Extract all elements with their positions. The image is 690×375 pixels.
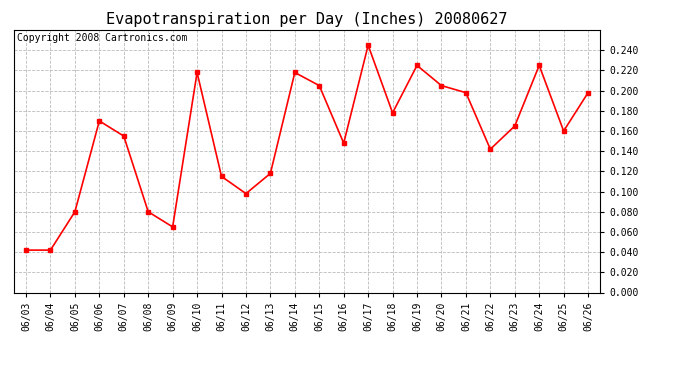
Title: Evapotranspiration per Day (Inches) 20080627: Evapotranspiration per Day (Inches) 2008… xyxy=(106,12,508,27)
Text: Copyright 2008 Cartronics.com: Copyright 2008 Cartronics.com xyxy=(17,33,187,43)
